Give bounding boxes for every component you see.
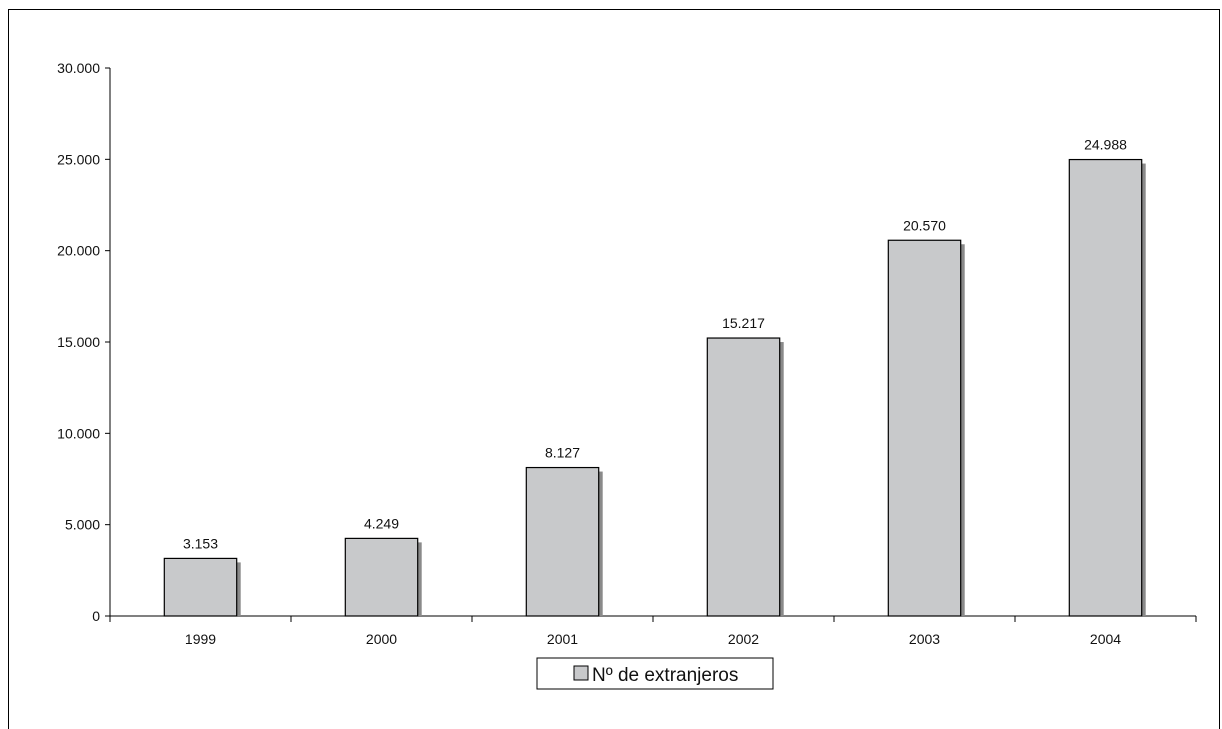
chart-frame [8, 9, 1220, 729]
x-category-label: 2004 [1090, 631, 1121, 647]
legend: Nº de extranjeros [536, 657, 774, 690]
y-tick-label: 30.000 [57, 60, 100, 76]
x-category-label: 2000 [366, 631, 397, 647]
legend-swatch [573, 665, 589, 681]
y-tick-label: 25.000 [57, 151, 100, 167]
bar-data-label: 20.570 [903, 217, 946, 233]
y-tick-label: 0 [92, 608, 100, 624]
bar [887, 239, 962, 617]
x-category-label: 1999 [185, 631, 216, 647]
x-category-label: 2001 [547, 631, 578, 647]
y-tick-label: 10.000 [57, 425, 100, 441]
bar-data-label: 24.988 [1084, 137, 1127, 153]
y-tick-label: 20.000 [57, 243, 100, 259]
bar-data-label: 15.217 [722, 315, 765, 331]
bar [525, 466, 600, 617]
bar [1068, 158, 1143, 617]
legend-label: Nº de extranjeros [592, 665, 738, 686]
x-category-label: 2002 [728, 631, 759, 647]
y-tick-label: 15.000 [57, 334, 100, 350]
bar [344, 537, 419, 617]
x-axis: 1999 2000 2001 2002 2003 2004 [109, 615, 1197, 647]
bar-data-label: 4.249 [364, 515, 399, 531]
bar-data-label: 3.153 [183, 535, 218, 551]
y-axis: 0 5.000 10.000 15.000 20.000 25.000 30.000 [57, 60, 111, 624]
y-tick-label: 5.000 [65, 517, 100, 533]
bars: 3.153 4.249 8.127 15.217 20.570 24.988 [163, 137, 1146, 617]
bar [706, 337, 781, 617]
x-category-label: 2003 [909, 631, 940, 647]
bar [163, 557, 238, 617]
bar-data-label: 8.127 [545, 445, 580, 461]
